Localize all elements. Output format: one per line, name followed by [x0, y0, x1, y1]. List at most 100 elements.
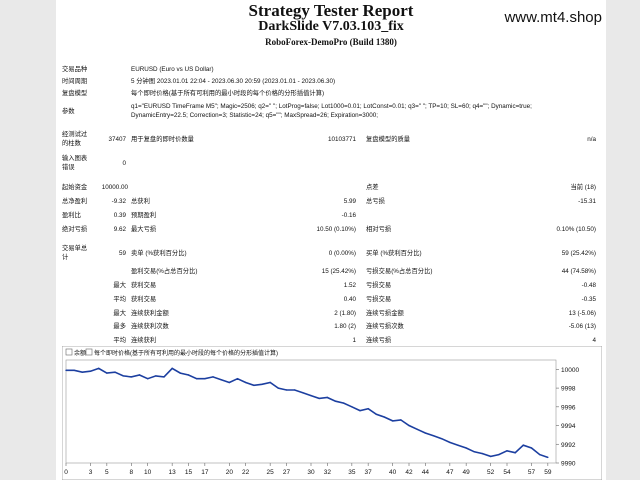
- balance-point: [416, 428, 418, 430]
- balance-point: [114, 371, 116, 373]
- y-tick-label: 9996: [561, 404, 576, 411]
- absdd-value: 9.62: [113, 226, 126, 233]
- most-win-value: 1.80 (2): [334, 323, 356, 330]
- x-tick-label: 30: [307, 469, 315, 476]
- balance-point: [359, 409, 361, 412]
- most-label: 最多: [113, 323, 126, 330]
- x-tick-label: 44: [422, 469, 430, 476]
- x-tick-label: 35: [348, 469, 356, 476]
- balance-point: [171, 367, 173, 370]
- balance-point: [65, 369, 67, 371]
- balance-point: [261, 383, 263, 386]
- avgcons-win-value: 1: [352, 337, 356, 344]
- spread-value: 当前 (18): [570, 184, 596, 191]
- reldd-value: 0.10% (10.50): [556, 226, 596, 233]
- balance-point: [465, 447, 467, 449]
- grossloss-label: 总亏损: [366, 198, 385, 205]
- balance-point: [424, 432, 427, 434]
- balance-point: [277, 387, 280, 389]
- balance-point: [285, 389, 288, 391]
- average-profit-value: 0.40: [343, 296, 356, 303]
- x-tick-label: 13: [169, 469, 177, 476]
- y-tick-label: 10000: [561, 367, 579, 374]
- watermark-site: www.mt4.shop: [504, 9, 602, 26]
- deposit-label: 起始资金: [62, 184, 88, 191]
- maxcons-label: 最大: [113, 310, 126, 317]
- x-tick-label: 15: [185, 469, 193, 476]
- netprofit-label: 总净盈利: [62, 198, 88, 205]
- payoff-value: -0.16: [341, 212, 356, 219]
- short-value: 0 (0.00%): [328, 250, 356, 257]
- model-value: 每个即时价格(基于所有可利用的最小时段的每个价格的分形插值计算): [131, 90, 325, 97]
- maxcons-win-label: 连续获利金额: [131, 310, 169, 317]
- params-label: 参数: [62, 108, 75, 115]
- balance-point: [457, 444, 459, 446]
- loss-trades-value: 44 (74.58%): [561, 268, 596, 275]
- period-label: 时间周期: [62, 78, 88, 85]
- balance-point: [146, 378, 149, 380]
- ticks-value: 10103771: [327, 136, 356, 143]
- most-loss-value: -5.06 (13): [568, 323, 596, 330]
- params-line-2: DynamicEntry=22.5; Correction=3; Statist…: [131, 112, 379, 119]
- balance-point: [236, 378, 239, 380]
- legend-box-icon: [65, 348, 73, 356]
- x-tick-label: 52: [487, 469, 495, 476]
- long-label: 买单 (%获利百分比): [366, 250, 422, 257]
- y-tick-label: 9992: [561, 442, 576, 449]
- balance-point: [195, 378, 198, 380]
- maxdd-value: 10.50 (0.10%): [316, 226, 356, 233]
- balance-point: [204, 378, 206, 380]
- balance-point: [310, 394, 312, 397]
- params-line-1: q1="EURUSD TimeFrame M5"; Magic=2506; q2…: [131, 103, 532, 110]
- x-tick-label: 3: [89, 469, 93, 476]
- largest-label: 最大: [113, 282, 126, 289]
- balance-point: [179, 372, 182, 374]
- balance-point: [514, 452, 516, 454]
- report-title: Strategy Tester Report: [248, 1, 414, 20]
- trades-label-1: 交易单总: [62, 245, 88, 252]
- balance-point: [228, 381, 231, 384]
- balance-point: [220, 378, 222, 381]
- balance-point: [498, 453, 500, 456]
- broker-build: RoboForex-DemoPro (Build 1380): [265, 37, 397, 47]
- payoff-label: 预期盈利: [131, 212, 157, 219]
- legend-box-icon: [85, 348, 93, 356]
- balance-point: [73, 369, 75, 371]
- average-loss-label: 亏损交易: [366, 296, 392, 303]
- balance-point: [89, 370, 92, 372]
- largest-loss-label: 亏损交易: [366, 282, 392, 289]
- balance-point: [334, 400, 337, 402]
- errors-value: 0: [122, 160, 126, 167]
- short-label: 卖单 (%获利百分比): [131, 250, 187, 257]
- x-tick-label: 27: [283, 469, 291, 476]
- symbol-label: 交易品种: [62, 66, 88, 73]
- balance-point: [293, 389, 296, 391]
- balance-point: [269, 381, 271, 384]
- avgcons-win-label: 连续获利: [131, 337, 157, 344]
- absdd-label: 绝对亏损: [62, 226, 88, 233]
- balance-point: [473, 451, 476, 453]
- reldd-label: 相对亏损: [366, 226, 392, 233]
- netprofit-value: -9.32: [111, 198, 126, 205]
- largest-loss-value: -0.48: [581, 282, 596, 289]
- balance-point: [440, 437, 443, 440]
- grossprofit-value: 5.99: [343, 198, 356, 205]
- balance-point: [489, 455, 492, 458]
- balance-point: [163, 376, 165, 378]
- trades-value: 59: [118, 250, 126, 257]
- legend-tick-model: 每个即时价格(基于所有可利用的最小时段的每个价格的分形插值计算): [94, 349, 278, 357]
- x-tick-label: 57: [528, 469, 536, 476]
- x-tick-label: 54: [503, 469, 511, 476]
- x-tick-label: 17: [201, 469, 209, 476]
- balance-point: [481, 452, 484, 455]
- balance-point: [351, 406, 353, 408]
- x-tick-label: 22: [242, 469, 250, 476]
- errors-label-1: 输入图表: [62, 155, 88, 162]
- report-page: Strategy Tester Report DarkSlide V7.03.1…: [56, 0, 606, 480]
- balance-point: [326, 396, 329, 399]
- balance-point: [244, 381, 247, 384]
- balance-point: [253, 384, 255, 386]
- balance-point: [97, 367, 100, 370]
- balance-point: [391, 420, 394, 422]
- balance-point: [367, 407, 369, 410]
